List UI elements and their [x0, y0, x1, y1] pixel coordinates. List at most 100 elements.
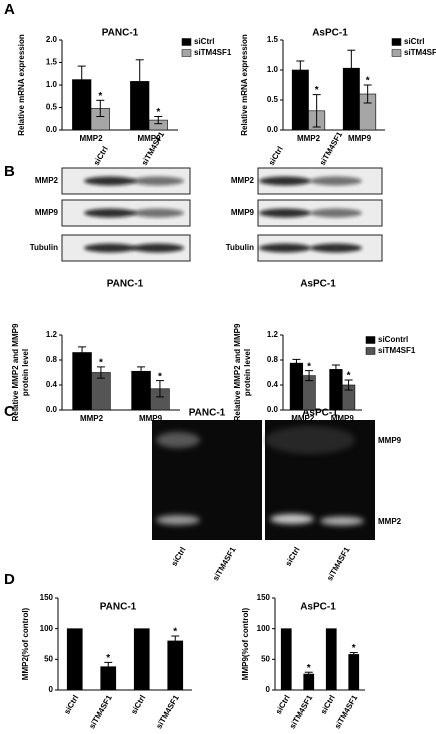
y-tick-label: 0.0: [46, 125, 58, 134]
lane-label: siCtrl: [92, 145, 110, 167]
lane-label: siCtrl: [267, 145, 285, 167]
chart-title: AsPC-1: [300, 602, 336, 613]
legend-swatch: [365, 347, 376, 355]
significance: *: [347, 371, 351, 382]
y-tick-label: 0.8: [46, 355, 58, 364]
blot-band: [310, 176, 362, 186]
x-tick-label: siTM4SF1: [154, 693, 181, 730]
y-tick-label: 0.4: [267, 380, 279, 389]
x-tick-label: siTM4SF1: [288, 693, 315, 730]
blot-band: [259, 208, 311, 218]
gel-band: [156, 515, 200, 525]
y-tick-label: 1.0: [267, 65, 279, 74]
y-tick-label: 2.0: [46, 35, 58, 44]
y-tick-label: 1.0: [46, 80, 58, 89]
y-axis-label: Relative MMP2 and MMP9: [233, 323, 242, 421]
bar: [133, 628, 150, 691]
blot-band: [259, 176, 311, 186]
y-tick-label: 150: [257, 593, 271, 602]
legend-label: siCtrl: [404, 37, 424, 46]
legend-swatch: [365, 336, 376, 344]
chart-title: AsPC-1: [312, 28, 348, 39]
legend-swatch: [181, 49, 192, 57]
blot-band: [132, 243, 184, 253]
x-tick-label: siCtrl: [62, 694, 80, 716]
y-tick-label: 100: [257, 624, 271, 633]
y-axis-label: MMP2(%of control): [21, 607, 30, 680]
x-tick-label: siCtrl: [274, 694, 292, 716]
x-tick-label: MMP2: [80, 414, 104, 423]
bar: [348, 654, 360, 691]
y-tick-label: 0.0: [267, 125, 279, 134]
gel-title: AsPC-1: [302, 408, 338, 419]
x-tick-label: siCtrl: [129, 694, 147, 716]
y-tick-label: 0.0: [267, 405, 279, 414]
lane-label: siCtrl: [170, 546, 188, 568]
x-tick-label: siTM4SF1: [87, 693, 114, 730]
row-label: Tubulin: [30, 243, 58, 252]
x-tick-label: MMP2: [79, 134, 103, 143]
significance: *: [98, 91, 102, 102]
y-axis-label: Relative MMP2 and MMP9: [11, 323, 20, 421]
legend-label: siTM4SF1: [194, 48, 232, 57]
x-tick-label: siCtrl: [319, 694, 337, 716]
bar: [329, 369, 343, 411]
y-axis-label: protein level: [243, 349, 252, 396]
row-label: MMP2: [35, 176, 59, 185]
bar: [303, 673, 315, 691]
row-label: MMP2: [231, 176, 255, 185]
legend-label: siTM4SF1: [378, 346, 416, 355]
blot-band: [259, 243, 311, 253]
y-tick-label: 1.2: [267, 330, 279, 339]
band-label: MMP9: [378, 436, 402, 445]
bar: [325, 628, 337, 691]
y-tick-label: 1.5: [46, 58, 58, 67]
y-axis-label: MMP9(%of control): [241, 607, 250, 680]
significance: *: [99, 358, 103, 369]
y-axis-label: protein level: [21, 349, 30, 396]
legend-swatch: [391, 38, 402, 46]
gel-title: PANC-1: [189, 408, 226, 419]
legend-label: siCtrl: [194, 37, 214, 46]
significance: *: [366, 76, 370, 87]
blot-band: [84, 243, 136, 253]
panel-label: D: [4, 571, 15, 588]
significance: *: [158, 371, 162, 382]
significance: *: [173, 627, 177, 638]
y-tick-label: 0.8: [267, 355, 279, 364]
significance: *: [315, 85, 319, 96]
x-tick-label: MMP9: [331, 414, 355, 423]
bar: [66, 628, 83, 691]
row-label: Tubulin: [226, 243, 254, 252]
y-tick-label: 1.2: [46, 330, 58, 339]
blot-title: AsPC-1: [300, 279, 336, 290]
y-tick-label: 0: [266, 685, 271, 694]
y-tick-label: 0.0: [46, 405, 58, 414]
blot-band: [84, 208, 136, 218]
y-tick-label: 150: [40, 593, 54, 602]
legend-swatch: [181, 38, 192, 46]
lane-label: siTM4SF1: [325, 545, 352, 582]
x-tick-label: MMP2: [297, 134, 321, 143]
chart-title: PANC-1: [102, 28, 139, 39]
bar: [72, 352, 92, 411]
legend-label: siContrl: [378, 335, 408, 344]
y-axis-label: Relative mRNA expression: [240, 34, 249, 136]
lane-label: siTM4SF1: [318, 130, 345, 167]
blot-band: [84, 176, 136, 186]
y-axis-label: Relative mRNA expression: [17, 34, 26, 136]
bar: [289, 362, 304, 411]
band-label: MMP2: [378, 517, 402, 526]
blot-band: [310, 243, 362, 253]
gel-band: [156, 432, 200, 448]
x-tick-label: MMP9: [139, 414, 163, 423]
bar: [167, 640, 184, 691]
blot-band: [310, 208, 362, 218]
bar: [131, 370, 151, 411]
significance: *: [307, 663, 311, 674]
y-tick-label: 0.4: [46, 380, 58, 389]
panel-label: B: [4, 163, 15, 180]
blot-band: [132, 176, 184, 186]
row-label: MMP9: [231, 208, 255, 217]
